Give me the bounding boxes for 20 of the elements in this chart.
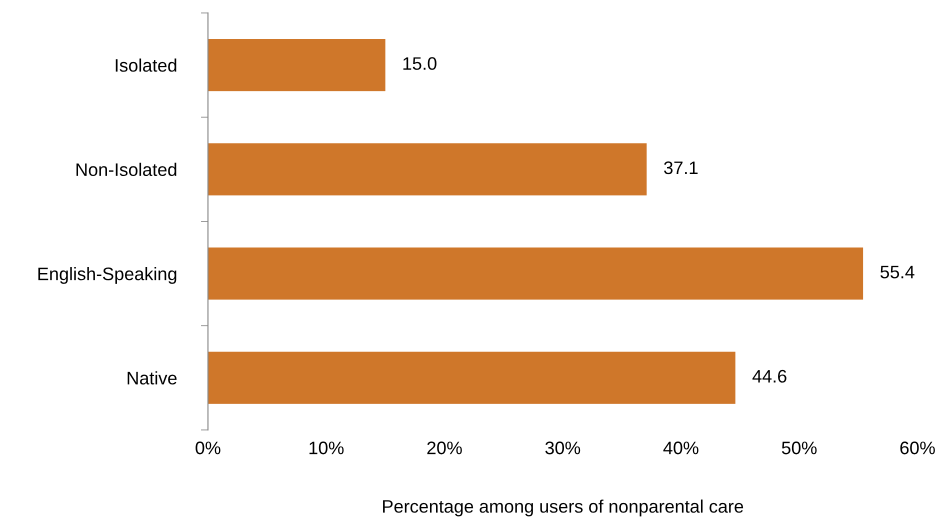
x-tick-label: 60% [900, 442, 935, 454]
data-label: 55.4 [880, 266, 914, 278]
x-tick-label: 0% [196, 442, 220, 454]
bar [208, 352, 736, 404]
y-tick-label: Native [128, 371, 177, 385]
bar [208, 143, 647, 196]
x-tick-label: 20% [427, 442, 462, 454]
x-tick-label: 50% [782, 442, 817, 454]
y-tick-label: Isolated [116, 58, 176, 72]
x-tick-label: 10% [310, 442, 344, 454]
x-tick-label: 30% [545, 442, 580, 454]
x-tick-label: 40% [663, 442, 698, 454]
data-label: 44.6 [752, 370, 786, 383]
data-label: 37.1 [664, 161, 698, 174]
bar [208, 248, 864, 300]
y-tick-label: Non-Isolated [76, 162, 176, 176]
bar [208, 39, 386, 92]
y-tick-label: English-Speaking [38, 267, 176, 284]
x-axis-title: Percentage among users of nonparental care [383, 500, 744, 516]
data-label: 15.0 [403, 57, 436, 70]
